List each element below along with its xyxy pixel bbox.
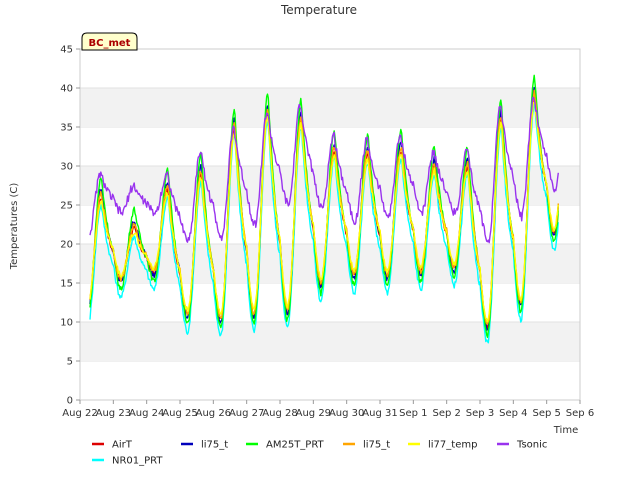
x-axis-title: Time (553, 425, 578, 436)
legend-item: li75_t (181, 440, 228, 451)
legend-label: Tsonic (516, 440, 547, 451)
legend: AirT NR01_PRT li75_t AM25T_PRT li75_t li77_te… (92, 440, 547, 467)
series-line-li77_temp (89, 102, 559, 323)
x-tick-label: Sep 5 (532, 408, 560, 419)
y-tick-label: 30 (60, 162, 73, 173)
x-tick-label: Aug 27 (229, 408, 264, 419)
x-tick-label: Sep 4 (499, 408, 527, 419)
x-tick-label: Aug 29 (296, 408, 331, 419)
legend-item: AirT (92, 440, 133, 451)
chart-title: Temperature (280, 3, 357, 17)
legend-label: AM25T_PRT (266, 440, 325, 451)
x-tick-label: Aug 23 (96, 408, 131, 419)
x-tick-label: Aug 31 (362, 408, 397, 419)
grid-band (80, 244, 580, 283)
x-tick-label: Aug 24 (129, 408, 164, 419)
legend-label: li75_t (201, 440, 228, 451)
y-axis-ticks: 0 5 10 15 20 25 30 35 40 45 (60, 45, 80, 407)
y-tick-label: 25 (60, 201, 73, 212)
y-tick-label: 10 (60, 318, 73, 329)
y-tick-label: 15 (60, 279, 73, 290)
y-axis-title: Temperatures (C) (9, 183, 20, 271)
y-tick-label: 20 (60, 240, 73, 251)
plot-frame (79, 48, 581, 401)
legend-label: AirT (112, 440, 133, 451)
legend-item: li77_temp (408, 440, 477, 451)
legend-item: NR01_PRT (92, 456, 163, 467)
x-tick-label: Aug 25 (162, 408, 197, 419)
x-tick-label: Aug 22 (62, 408, 97, 419)
legend-item: Tsonic (497, 440, 547, 451)
y-tick-label: 0 (67, 396, 73, 407)
legend-item: li75_t (343, 440, 390, 451)
station-badge: BC_met (81, 32, 138, 51)
series-line-tsonic (89, 96, 559, 244)
x-tick-label: Sep 1 (399, 408, 427, 419)
x-tick-label: Sep 2 (432, 408, 460, 419)
x-tick-label: Sep 3 (466, 408, 494, 419)
plot-background (80, 48, 580, 400)
grid-band (80, 322, 580, 361)
series-layer (89, 74, 559, 344)
y-tick-label: 5 (67, 357, 73, 368)
y-tick-label: 35 (60, 123, 73, 134)
x-tick-label: Aug 28 (262, 408, 297, 419)
y-tick-label: 40 (60, 84, 73, 95)
x-tick-label: Sep 6 (566, 408, 594, 419)
legend-item: AM25T_PRT (246, 440, 325, 451)
x-tick-label: Aug 30 (329, 408, 364, 419)
legend-label: li75_t (363, 440, 390, 451)
grid-band (80, 88, 580, 127)
legend-label: NR01_PRT (112, 456, 163, 467)
x-tick-label: Aug 26 (196, 408, 231, 419)
y-tick-label: 45 (60, 45, 73, 56)
legend-label: li77_temp (428, 440, 477, 451)
station-badge-label: BC_met (89, 38, 131, 49)
